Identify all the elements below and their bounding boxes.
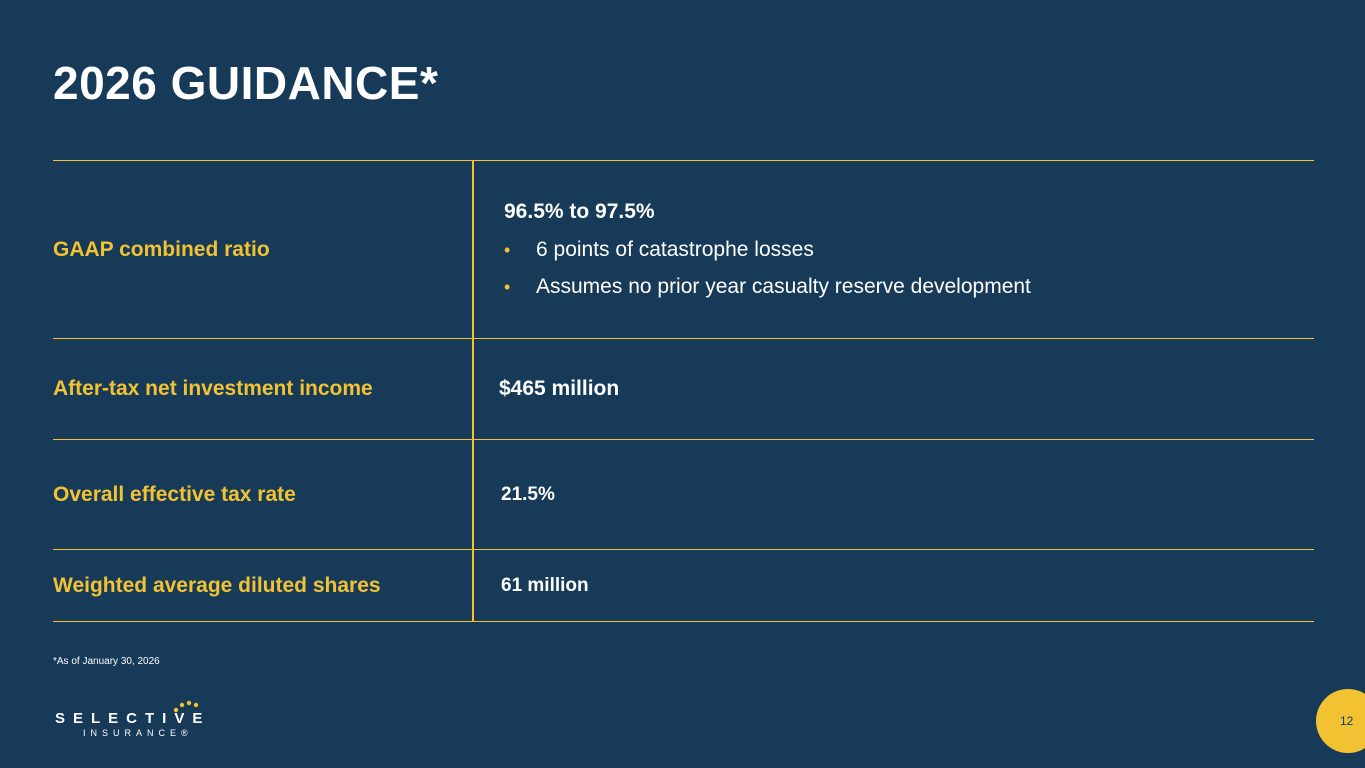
bullet-icon: •: [504, 239, 511, 260]
bullet-list: • 6 points of catastrophe losses • Assum…: [504, 238, 1031, 299]
row-value: $465 million: [499, 377, 620, 400]
page-title: 2026 GUIDANCE*: [53, 57, 439, 109]
list-item: • 6 points of catastrophe losses: [504, 238, 1031, 262]
bullet-text: Assumes no prior year casualty reserve d…: [536, 275, 1031, 298]
page-number-badge: 12: [1316, 689, 1365, 753]
row-label: After-tax net investment income: [53, 377, 373, 400]
page-number: 12: [1340, 714, 1354, 728]
row-label: GAAP combined ratio: [53, 237, 270, 261]
logo-dots-icon: [173, 700, 199, 713]
column-divider: [472, 550, 474, 621]
footnote: *As of January 30, 2026: [53, 656, 160, 667]
column-divider: [472, 440, 474, 549]
table-row: Weighted average diluted shares 61 milli…: [53, 549, 1314, 622]
table-row: After-tax net investment income $465 mil…: [53, 338, 1314, 439]
row-value: 96.5% to 97.5% • 6 points of catastrophe…: [473, 200, 1031, 299]
guidance-table: GAAP combined ratio 96.5% to 97.5% • 6 p…: [53, 160, 1314, 622]
company-logo: SELECTIVE INSURANCE®: [55, 700, 210, 738]
row-label: Weighted average diluted shares: [53, 573, 381, 597]
row-label: Overall effective tax rate: [53, 482, 296, 506]
table-row: GAAP combined ratio 96.5% to 97.5% • 6 p…: [53, 160, 1314, 338]
bullet-text: 6 points of catastrophe losses: [536, 238, 814, 261]
row-value: 21.5%: [501, 483, 555, 505]
bullet-icon: •: [504, 276, 511, 297]
row-value: 61 million: [501, 574, 589, 596]
column-divider: [472, 161, 474, 338]
list-item: • Assumes no prior year casualty reserve…: [504, 275, 1031, 299]
combined-ratio-range: 96.5% to 97.5%: [504, 200, 655, 223]
column-divider: [472, 339, 474, 439]
logo-subtitle: INSURANCE®: [83, 728, 193, 738]
logo-wordmark: SELECTIVE: [55, 710, 211, 727]
table-row: Overall effective tax rate 21.5%: [53, 439, 1314, 549]
